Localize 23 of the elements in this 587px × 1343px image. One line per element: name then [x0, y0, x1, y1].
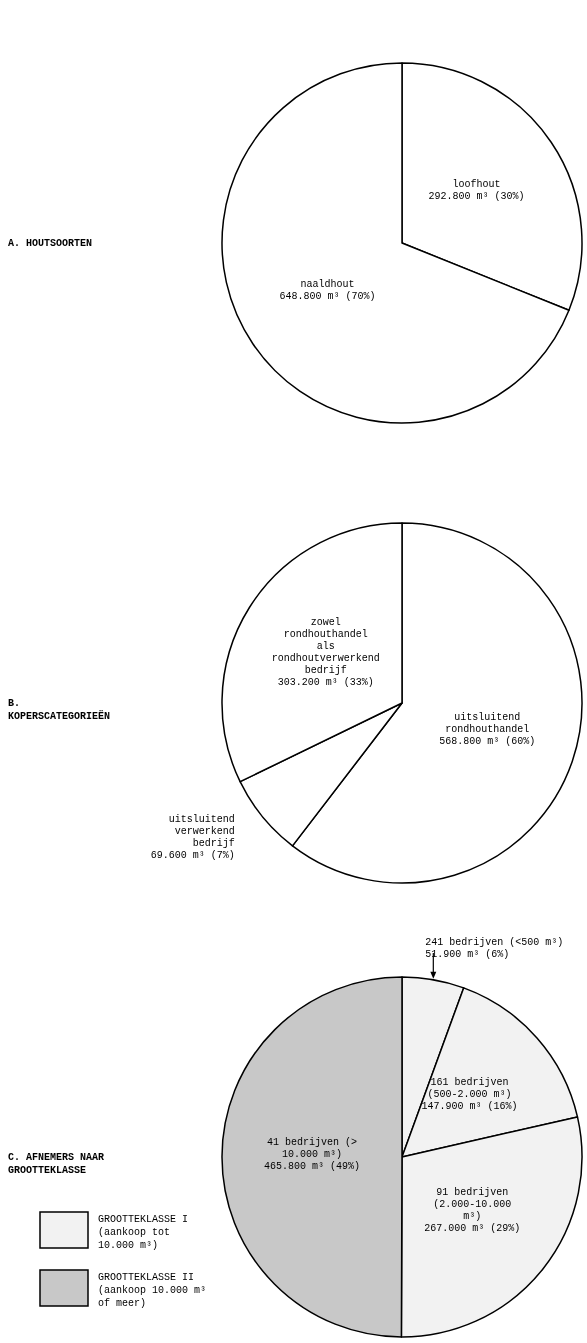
data-label: 568.800 m³ (60%) [439, 735, 536, 747]
text: A. HOUTSOORTEN [8, 238, 93, 249]
data-label: 303.200 m³ (33%) [277, 677, 374, 689]
slice-label: 41 bedrijven (> 10.000 m³) [266, 1136, 358, 1160]
slice-label: 161 bedrijven (500-2.000 m³) [427, 1077, 512, 1101]
data-label: 267.000 m³ (29%) [424, 1223, 521, 1235]
slice-label: zowel rondhouthandel als rondhoutverwerkend bedrijf [271, 617, 380, 677]
data-label: 648.800 m³ (70%) [279, 291, 376, 303]
text: B. KOPERSCATEGORIEËN [8, 698, 111, 722]
slice-label: naaldhout [300, 279, 355, 291]
data-label: 69.600 m³ (7%) [150, 849, 235, 861]
slice-label: uitsluitend verwerkend bedrijf [168, 813, 235, 849]
data-label: 465.800 m³ (49%) [263, 1160, 361, 1172]
data-label: 292.800 m³ (30%) [428, 190, 525, 202]
text: GROOTTEKLASSE II (aankoop 10.000 m³ of meer) [98, 1272, 207, 1309]
slice-label: loofhout [452, 178, 501, 190]
slice-label: uitsluitend rondhouthandel [445, 711, 530, 735]
slice-label: 91 bedrijven (2.000-10.000 m³) [433, 1187, 512, 1223]
text: C. AFNEMERS NAAR GROOTTEKLASSE [8, 1152, 105, 1176]
slice-label: 241 bedrijven (<500 m³) [425, 937, 564, 948]
text: GROOTTEKLASSE I (aankoop tot 10.000 m³) [98, 1214, 189, 1251]
data-label: 51.900 m³ (6%) [425, 949, 510, 960]
data-label: 147.900 m³ (16%) [421, 1101, 518, 1113]
